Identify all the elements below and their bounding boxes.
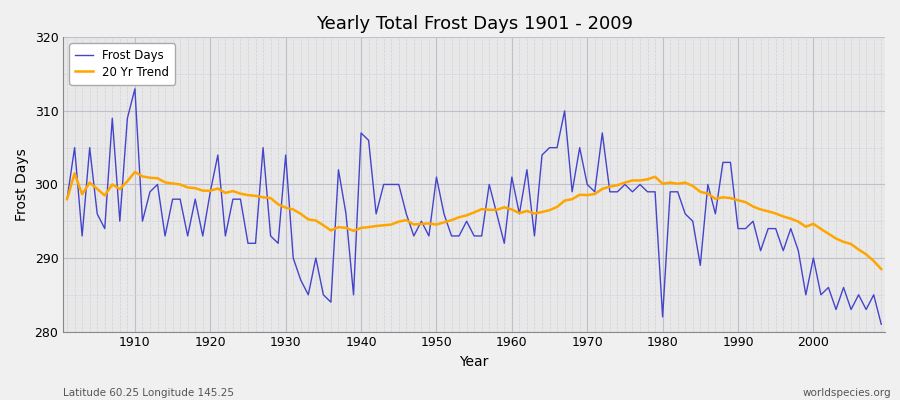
20 Yr Trend [340,226,351,230]
X-axis label: Year: Year [460,355,489,369]
Frost Days [122,116,133,121]
Frost Days [295,278,306,282]
Frost Days [130,86,140,91]
Frost Days [507,175,517,180]
20 Yr Trend [514,211,525,216]
Frost Days [514,212,525,216]
Text: worldspecies.org: worldspecies.org [803,388,891,398]
Frost Days [340,212,351,216]
20 Yr Trend [507,207,517,212]
Legend: Frost Days, 20 Yr Trend: Frost Days, 20 Yr Trend [69,43,176,84]
20 Yr Trend [295,212,306,216]
Text: Latitude 60.25 Longitude 145.25: Latitude 60.25 Longitude 145.25 [63,388,234,398]
20 Yr Trend [122,179,133,184]
Frost Days [876,322,886,327]
Line: 20 Yr Trend: 20 Yr Trend [68,172,881,269]
20 Yr Trend [876,267,886,272]
Frost Days [605,190,616,194]
Line: Frost Days: Frost Days [68,89,881,324]
Y-axis label: Frost Days: Frost Days [15,148,29,221]
Title: Yearly Total Frost Days 1901 - 2009: Yearly Total Frost Days 1901 - 2009 [316,15,633,33]
20 Yr Trend [62,197,73,202]
20 Yr Trend [130,170,140,174]
Frost Days [62,197,73,202]
20 Yr Trend [605,184,616,189]
